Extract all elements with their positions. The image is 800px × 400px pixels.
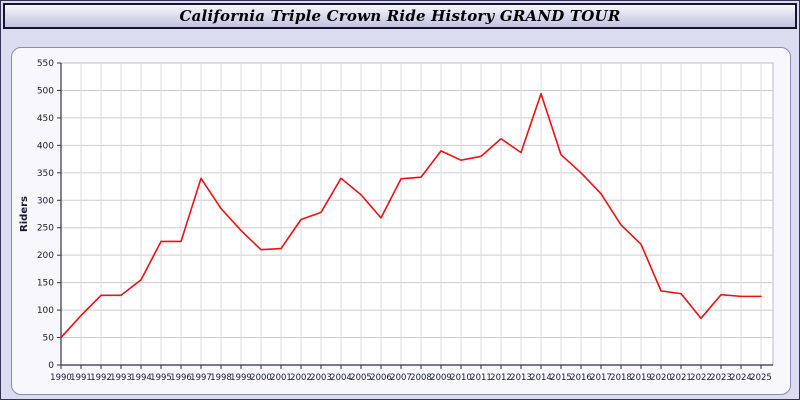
svg-text:2020: 2020 xyxy=(650,373,672,383)
svg-text:2008: 2008 xyxy=(410,373,432,383)
svg-text:1990: 1990 xyxy=(50,373,72,383)
y-gridlines xyxy=(61,89,773,339)
svg-text:2003: 2003 xyxy=(310,373,332,383)
svg-text:2018: 2018 xyxy=(610,373,632,383)
svg-text:1993: 1993 xyxy=(110,373,132,383)
svg-text:2007: 2007 xyxy=(390,373,412,383)
svg-text:200: 200 xyxy=(37,251,54,261)
svg-text:2015: 2015 xyxy=(550,373,572,383)
svg-text:2012: 2012 xyxy=(490,373,512,383)
svg-text:300: 300 xyxy=(37,196,54,206)
chart-title-bar: California Triple Crown Ride History GRA… xyxy=(3,3,797,29)
plot-area xyxy=(60,62,774,366)
svg-text:1992: 1992 xyxy=(90,373,112,383)
series-riders xyxy=(60,92,762,339)
svg-text:1994: 1994 xyxy=(130,373,152,383)
svg-text:50: 50 xyxy=(43,334,55,344)
page-title: California Triple Crown Ride History GRA… xyxy=(179,7,621,25)
riders-line-chart: 0501001502002503003504004505005501990199… xyxy=(19,59,774,383)
x-axis-labels: 1990199119921993199419951996199719981999… xyxy=(50,365,772,383)
svg-text:550: 550 xyxy=(37,59,54,69)
svg-text:2005: 2005 xyxy=(350,373,372,383)
svg-text:2025: 2025 xyxy=(750,373,772,383)
svg-text:2010: 2010 xyxy=(450,373,472,383)
svg-text:150: 150 xyxy=(37,279,54,289)
svg-text:2024: 2024 xyxy=(730,373,752,383)
svg-text:1997: 1997 xyxy=(190,373,212,383)
svg-text:1999: 1999 xyxy=(230,373,252,383)
chart-panel: 0 50 100 150 200 250 300 350 400 450 500 550 1990 199… xyxy=(11,47,791,395)
svg-text:2009: 2009 xyxy=(430,373,452,383)
y-axis-title: Riders xyxy=(19,196,30,232)
svg-text:2011: 2011 xyxy=(470,373,492,383)
svg-text:400: 400 xyxy=(37,141,54,151)
svg-text:2017: 2017 xyxy=(590,373,612,383)
svg-text:2000: 2000 xyxy=(250,373,272,383)
svg-text:500: 500 xyxy=(37,86,54,96)
svg-text:2001: 2001 xyxy=(270,373,292,383)
svg-text:0: 0 xyxy=(48,361,54,371)
svg-text:1996: 1996 xyxy=(170,373,192,383)
svg-text:2019: 2019 xyxy=(630,373,652,383)
svg-text:2004: 2004 xyxy=(330,373,352,383)
svg-text:2013: 2013 xyxy=(510,373,532,383)
svg-text:100: 100 xyxy=(37,306,54,316)
svg-text:2023: 2023 xyxy=(710,373,732,383)
svg-text:350: 350 xyxy=(37,169,54,179)
svg-text:2014: 2014 xyxy=(530,373,552,383)
svg-text:2016: 2016 xyxy=(570,373,592,383)
svg-text:1991: 1991 xyxy=(70,373,92,383)
svg-text:2006: 2006 xyxy=(370,373,392,383)
svg-text:250: 250 xyxy=(37,224,54,234)
svg-text:2021: 2021 xyxy=(670,373,692,383)
svg-text:1998: 1998 xyxy=(210,373,232,383)
svg-text:1995: 1995 xyxy=(150,373,172,383)
svg-text:450: 450 xyxy=(37,114,54,124)
svg-text:2022: 2022 xyxy=(690,373,712,383)
y-axis-labels: 0 50 100 150 200 250 300 350 400 450 500 550 xyxy=(37,59,61,371)
svg-text:2002: 2002 xyxy=(290,373,312,383)
